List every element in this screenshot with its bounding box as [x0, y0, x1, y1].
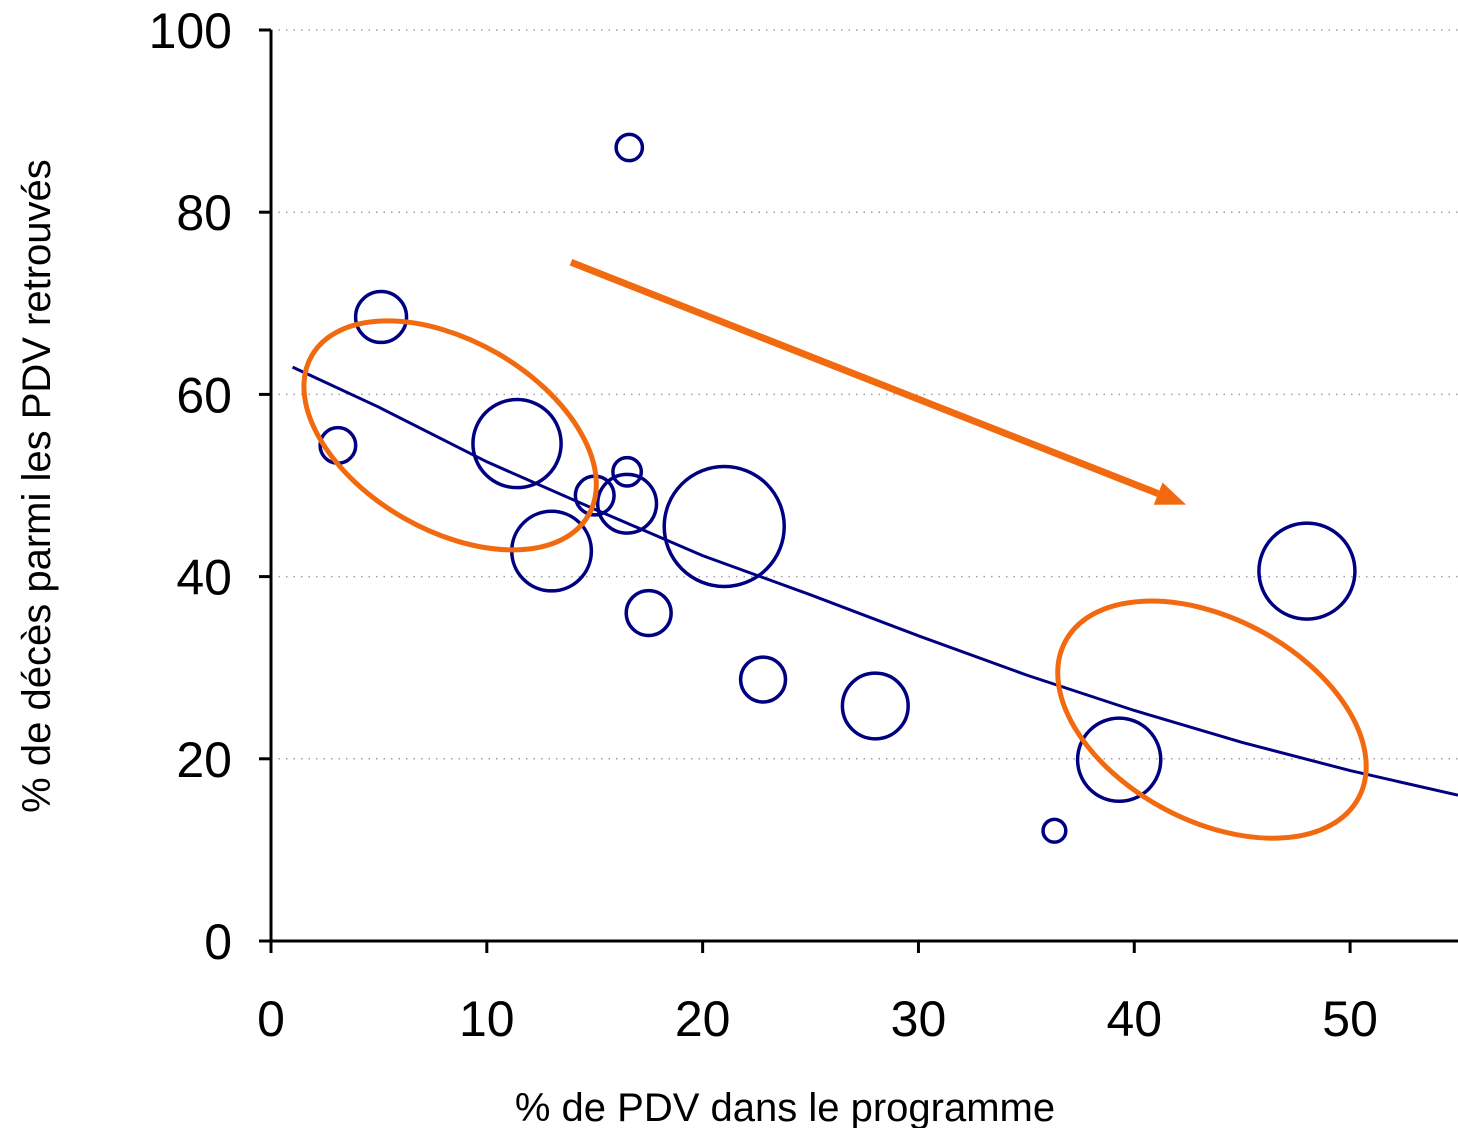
bubble-point	[1075, 716, 1163, 804]
trend-arrow-head	[1153, 482, 1187, 505]
y-tick-label: 80	[176, 185, 232, 241]
bubble-point	[471, 397, 563, 490]
y-axis-title: % de décès parmi les PDV retrouvés	[15, 159, 59, 813]
bubble-layer	[318, 132, 1357, 844]
y-tick-label: 0	[204, 914, 232, 970]
bubble-point	[1041, 817, 1068, 844]
y-tick-label: 40	[176, 550, 232, 606]
fitted-curve	[291, 365, 1458, 797]
x-tick-label: 0	[257, 991, 285, 1047]
bubble-point	[840, 671, 910, 741]
x-axis-title: % de PDV dans le programme	[515, 1086, 1055, 1128]
bubble-point	[1257, 521, 1357, 621]
bubble-point	[738, 655, 788, 704]
y-tick-label: 60	[176, 367, 232, 423]
grid-lines	[271, 29, 1458, 760]
x-tick-label: 10	[459, 991, 515, 1047]
highlight-ellipse	[301, 318, 599, 553]
axes	[259, 28, 1458, 953]
bubble-point	[611, 455, 644, 488]
y-tick-label: 100	[149, 3, 232, 59]
bubble-point	[595, 472, 659, 535]
bubble-point	[353, 289, 409, 345]
trend-arrow	[569, 259, 1160, 497]
y-tick-label: 20	[176, 732, 232, 788]
bubble-point	[624, 588, 673, 638]
x-tick-label: 40	[1106, 991, 1162, 1047]
bubble-point	[614, 132, 645, 163]
annotation-layer	[301, 259, 1369, 841]
x-tick-label: 50	[1322, 991, 1378, 1047]
tick-labels: 0 20 40 60 80 100 0 10 20 30 40 50	[149, 3, 1378, 1047]
x-tick-label: 20	[675, 991, 731, 1047]
x-tick-label: 30	[891, 991, 947, 1047]
bubble-point	[662, 464, 786, 589]
highlight-ellipse	[1055, 598, 1369, 841]
fitted-curve-layer	[291, 365, 1458, 797]
